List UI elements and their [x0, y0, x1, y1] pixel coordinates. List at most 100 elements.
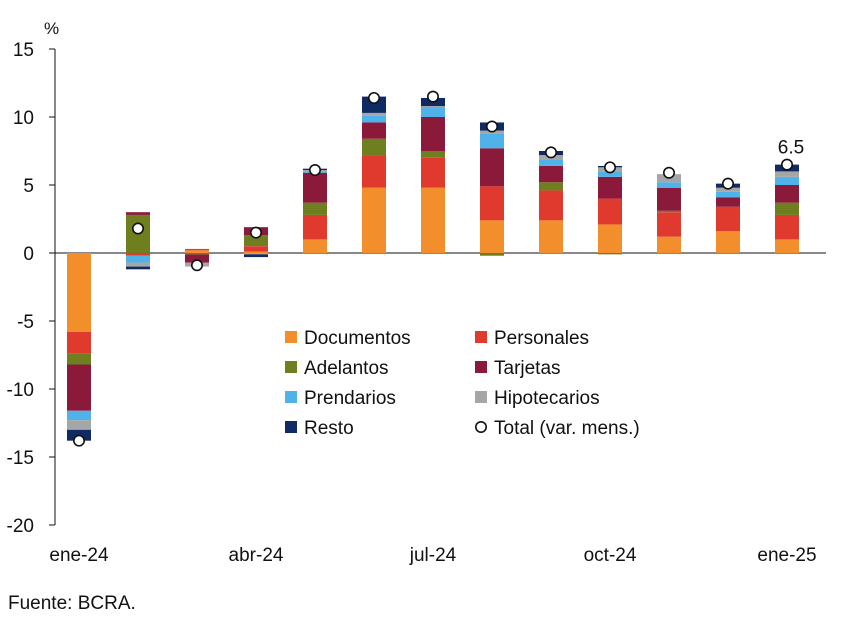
axes: % -20 -15 -10 -5 0 5 10 15 ene-24 abr-24 jul-24 oct-…	[7, 19, 826, 566]
bar-segment-documentos-oct-24	[598, 224, 622, 253]
y-tick-label: 15	[13, 40, 34, 61]
bar-segment-hipotecarios-feb-24	[126, 262, 150, 267]
bar-segment-personales-nov-24	[657, 212, 681, 237]
annotations: 6.5	[778, 138, 804, 159]
total-marker-oct-24	[603, 161, 616, 174]
bar-segment-personales-oct-24	[598, 198, 622, 225]
legend-item-tarjetas: Tarjetas	[475, 358, 561, 379]
bar-segment-adelantos-ene-25	[775, 202, 799, 215]
bar-segment-adelantos-ene-24	[67, 353, 91, 365]
legend-label: Adelantos	[304, 358, 389, 379]
bar-segment-hipotecarios-abr-24	[244, 253, 268, 255]
legend-label: Hipotecarios	[494, 388, 600, 409]
total-marker-ago-24	[485, 120, 498, 133]
legend-swatch	[285, 331, 297, 343]
bar-segment-resto-abr-24	[244, 254, 268, 258]
bar-segment-documentos-jul-24	[421, 187, 445, 253]
total-marker-ene-25	[780, 158, 793, 171]
bar-segment-prendarios-sep-24	[539, 159, 563, 166]
bar-segment-personales-dic-24	[716, 206, 740, 232]
legend-label: Tarjetas	[494, 358, 561, 379]
bar-segment-hipotecarios-dic-24	[716, 187, 740, 192]
source-note: Fuente: BCRA.	[8, 593, 136, 614]
bar-segment-prendarios-oct-24	[598, 171, 622, 177]
bar-segment-tarjetas-ene-24	[67, 364, 91, 411]
bar-segment-documentos-mar-24	[185, 250, 209, 253]
bar-segment-prendarios-jul-24	[421, 107, 445, 117]
x-tick-label: ene-25	[757, 545, 816, 566]
bar-segment-personales-mar-24	[185, 248, 209, 251]
legend-swatch	[474, 420, 487, 433]
y-tick-label: -15	[7, 448, 34, 469]
bar-segment-tarjetas-mar-24	[185, 254, 209, 263]
legend-item-total: Total (var. mens.)	[474, 418, 640, 439]
total-marker-feb-24	[132, 222, 145, 235]
bar-segment-documentos-dic-24	[716, 231, 740, 253]
legend-label: Resto	[304, 418, 354, 439]
bar-segment-tarjetas-may-24	[303, 172, 327, 203]
bar-segment-tarjetas-nov-24	[657, 187, 681, 211]
bar-segment-resto-feb-24	[126, 266, 150, 270]
bar-segment-adelantos-nov-24	[657, 210, 681, 213]
total-marker-mar-24	[191, 259, 204, 272]
bar-segment-tarjetas-jul-24	[421, 117, 445, 151]
legend-item-personales: Personales	[475, 328, 589, 349]
legend-swatch	[475, 331, 487, 343]
bar-segment-personales-jun-24	[362, 155, 386, 188]
bar-segment-documentos-nov-24	[657, 236, 681, 253]
total-marker-dic-24	[721, 177, 734, 190]
legend-swatch	[475, 361, 487, 373]
bar-segment-personales-ene-24	[67, 331, 91, 354]
legend-item-resto: Resto	[285, 418, 354, 439]
bar-segment-personales-sep-24	[539, 190, 563, 221]
bar-segment-personales-ago-24	[480, 186, 504, 221]
bar-segment-tarjetas-jun-24	[362, 122, 386, 139]
bar-segment-personales-abr-24	[244, 246, 268, 252]
legend-label: Documentos	[304, 328, 411, 349]
y-tick-label: -10	[7, 380, 34, 401]
bar-segment-personales-jul-24	[421, 157, 445, 188]
bar-segment-documentos-ene-24	[67, 253, 91, 332]
bar-segment-prendarios-feb-24	[126, 255, 150, 263]
bar-segment-tarjetas-sep-24	[539, 165, 563, 183]
total-marker-ene-24	[73, 434, 86, 447]
legend-label: Personales	[494, 328, 589, 349]
bar-segment-adelantos-oct-24	[598, 253, 622, 255]
bar-segment-personales-feb-24	[126, 253, 150, 256]
bar-segment-adelantos-may-24	[303, 202, 327, 215]
legend-swatch	[475, 391, 487, 403]
bar-segment-personales-may-24	[303, 214, 327, 240]
bar-segment-adelantos-sep-24	[539, 182, 563, 191]
bar-segment-prendarios-ago-24	[480, 133, 504, 149]
y-tick-label: 10	[13, 108, 34, 129]
bar-segment-documentos-jun-24	[362, 187, 386, 253]
legend-label: Total (var. mens.)	[494, 418, 640, 439]
bar-segment-personales-ene-25	[775, 214, 799, 240]
bar-segment-tarjetas-ago-24	[480, 148, 504, 187]
y-axis-unit-label: %	[44, 19, 59, 38]
y-tick-label: -20	[7, 516, 34, 537]
legend-item-documentos: Documentos	[285, 328, 411, 349]
y-tick-label: -5	[17, 312, 34, 333]
x-tick-label: ene-24	[49, 545, 109, 566]
x-tick-label: oct-24	[584, 545, 637, 566]
legend-swatch	[285, 361, 297, 373]
bar-segment-hipotecarios-jun-24	[362, 112, 386, 116]
y-tick-label: 0	[23, 244, 34, 265]
bar-segment-hipotecarios-jul-24	[421, 106, 445, 108]
bar-segment-adelantos-abr-24	[244, 235, 268, 247]
bar-segment-prendarios-ene-25	[775, 176, 799, 185]
total-markers	[73, 90, 793, 447]
total-marker-jul-24	[426, 90, 439, 103]
bar-segment-tarjetas-dic-24	[716, 197, 740, 207]
bar-segment-documentos-sep-24	[539, 220, 563, 253]
x-tick-label: abr-24	[229, 545, 284, 566]
total-marker-jun-24	[367, 91, 380, 104]
total-marker-may-24	[308, 164, 321, 177]
bar-segment-adelantos-jul-24	[421, 151, 445, 158]
bar-segment-hipotecarios-ene-25	[775, 171, 799, 177]
legend-label: Prendarios	[304, 388, 396, 409]
legend-item-adelantos: Adelantos	[285, 358, 389, 379]
legend: Documentos Personales Adelantos Tarjetas Pre…	[285, 328, 640, 439]
bar-segment-tarjetas-ene-25	[775, 185, 799, 203]
